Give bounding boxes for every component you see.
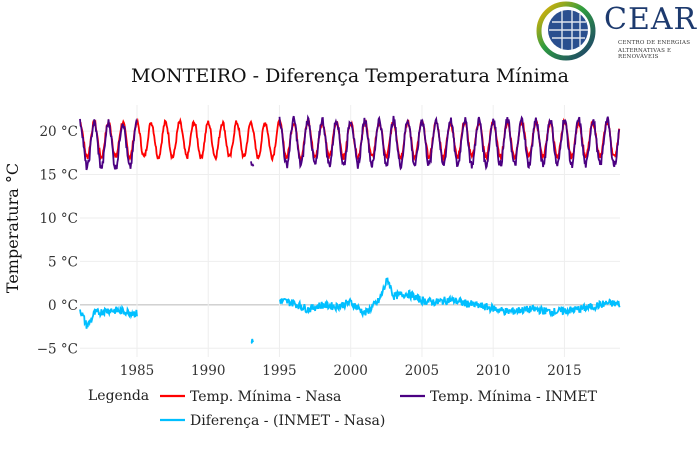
series-line-inmet xyxy=(79,118,138,171)
globe-icon xyxy=(536,1,596,61)
series-line-difference xyxy=(79,304,138,329)
x-tick-label: 1985 xyxy=(120,363,154,379)
x-tick-label: 2005 xyxy=(405,363,439,379)
legend-title: Legenda xyxy=(88,388,149,404)
series-line-difference xyxy=(279,277,621,319)
x-tick-label: 2015 xyxy=(547,363,581,379)
y-tick-labels: 20 °C 15 °C 10 °C 5 °C 0 °C −5 °C xyxy=(37,124,78,357)
legend: Legenda Temp. Mínima - Nasa Temp. Mínima … xyxy=(88,388,598,429)
series-line-difference xyxy=(250,338,255,344)
x-tick-label: 2000 xyxy=(334,363,368,379)
logo-subtitle-2: ALTERNATIVAS E RENOVÁVEIS xyxy=(618,48,672,60)
y-tick-label: 20 °C xyxy=(39,124,78,140)
x-tick-labels: 1985 1990 1995 2000 2005 2010 2015 xyxy=(120,363,582,379)
x-tick-label: 1990 xyxy=(191,363,225,379)
legend-entry: Diferença - (INMET - Nasa) xyxy=(190,413,385,429)
y-tick-label: 10 °C xyxy=(39,211,78,227)
y-tick-label: 0 °C xyxy=(48,298,78,314)
legend-entry: Temp. Mínima - Nasa xyxy=(190,389,341,405)
chart-title: MONTEIRO - Diferença Temperatura Mínima xyxy=(131,65,569,87)
x-tick-label: 2010 xyxy=(476,363,510,379)
y-tick-label: −5 °C xyxy=(37,341,78,357)
y-axis-label: Temperatura °C xyxy=(3,163,22,293)
grid xyxy=(80,105,620,357)
logo-subtitle-1: CENTRO DE ENERGIAS xyxy=(618,40,691,46)
legend-entry: Temp. Mínima - INMET xyxy=(430,389,598,405)
series-line-inmet xyxy=(278,114,621,171)
cear-logo: CEAR CENTRO DE ENERGIAS ALTERNATIVAS E R… xyxy=(532,0,700,62)
y-tick-label: 15 °C xyxy=(39,168,78,184)
logo-name: CEAR xyxy=(604,2,698,37)
series-line-inmet xyxy=(250,161,255,167)
y-tick-label: 5 °C xyxy=(48,254,78,270)
x-tick-label: 1995 xyxy=(262,363,296,379)
plot-area xyxy=(79,114,621,344)
